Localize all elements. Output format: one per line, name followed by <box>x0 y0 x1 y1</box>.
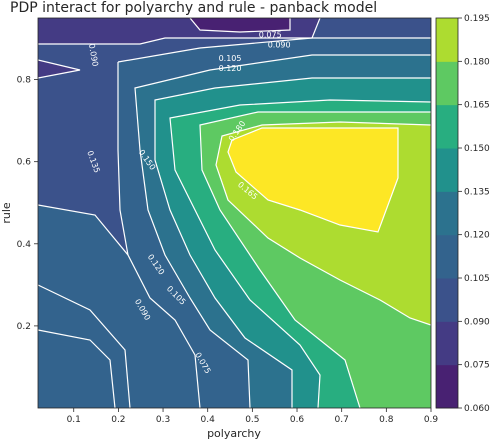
contour-label: 0.075 <box>259 30 282 39</box>
contour-band-0.195 <box>228 128 398 232</box>
y-tick-label: 0.2 <box>17 322 31 332</box>
colorbar-tick-label: 0.090 <box>464 317 490 327</box>
colorbar-swatch <box>436 321 458 366</box>
contour-label: 0.090 <box>87 43 100 67</box>
x-axis-ticks: 0.1 0.2 0.3 0.4 0.5 0.6 0.7 0.8 0.9 <box>67 408 439 425</box>
y-axis-ticks: 0.2 0.4 0.6 0.8 <box>17 76 38 332</box>
x-tick-label: 0.9 <box>424 415 439 425</box>
colorbar-swatch <box>436 18 458 62</box>
chart-title: PDP interact for polyarchy and rule - pa… <box>10 0 377 16</box>
colorbar-swatch <box>436 191 458 236</box>
colorbar: 0.060 0.075 0.090 0.105 0.120 0.135 0.150 0.165… <box>436 14 490 414</box>
colorbar-swatch <box>436 364 458 409</box>
y-axis-label: rule <box>0 202 13 224</box>
plot-frame <box>37 17 432 409</box>
y-tick-label: 0.4 <box>17 240 32 250</box>
x-tick-label: 0.7 <box>335 415 349 425</box>
colorbar-tick-label: 0.060 <box>464 404 490 414</box>
contour-label: 0.090 <box>268 41 291 50</box>
colorbar-tick-label: 0.165 <box>464 101 490 111</box>
contour-band-0.090-bottom <box>38 205 200 408</box>
colorbar-tick-label: 0.180 <box>464 57 490 67</box>
x-tick-label: 0.5 <box>245 415 259 425</box>
colorbar-tick-label: 0.075 <box>464 361 490 371</box>
colorbar-tick-label: 0.195 <box>464 14 490 24</box>
contour-label: 0.120 <box>219 64 242 73</box>
x-tick-label: 0.8 <box>379 415 394 425</box>
x-axis-label: polyarchy <box>207 427 261 440</box>
x-tick-label: 0.6 <box>290 415 305 425</box>
colorbar-swatch <box>436 234 458 279</box>
colorbar-tick-label: 0.150 <box>464 144 490 154</box>
colorbar-swatch <box>436 61 458 106</box>
x-tick-label: 0.1 <box>67 415 81 425</box>
colorbar-swatch <box>436 278 458 322</box>
contour-band-0.060-top <box>190 18 290 32</box>
x-tick-label: 0.3 <box>156 415 170 425</box>
contour-lines <box>38 18 431 408</box>
colorbar-tick-label: 0.105 <box>464 274 490 284</box>
colorbar-swatch <box>436 148 458 192</box>
colorbar-swatch <box>436 104 458 149</box>
contour-band-0.075-left <box>38 60 80 78</box>
colorbar-tick-label: 0.135 <box>464 187 490 197</box>
x-tick-label: 0.4 <box>201 415 216 425</box>
contour-label: 0.105 <box>219 54 242 63</box>
colorbar-tick-label: 0.120 <box>464 231 490 241</box>
y-tick-label: 0.8 <box>17 76 32 86</box>
x-tick-label: 0.2 <box>111 415 125 425</box>
colorbar-frame <box>435 17 459 409</box>
y-tick-label: 0.6 <box>17 158 32 168</box>
